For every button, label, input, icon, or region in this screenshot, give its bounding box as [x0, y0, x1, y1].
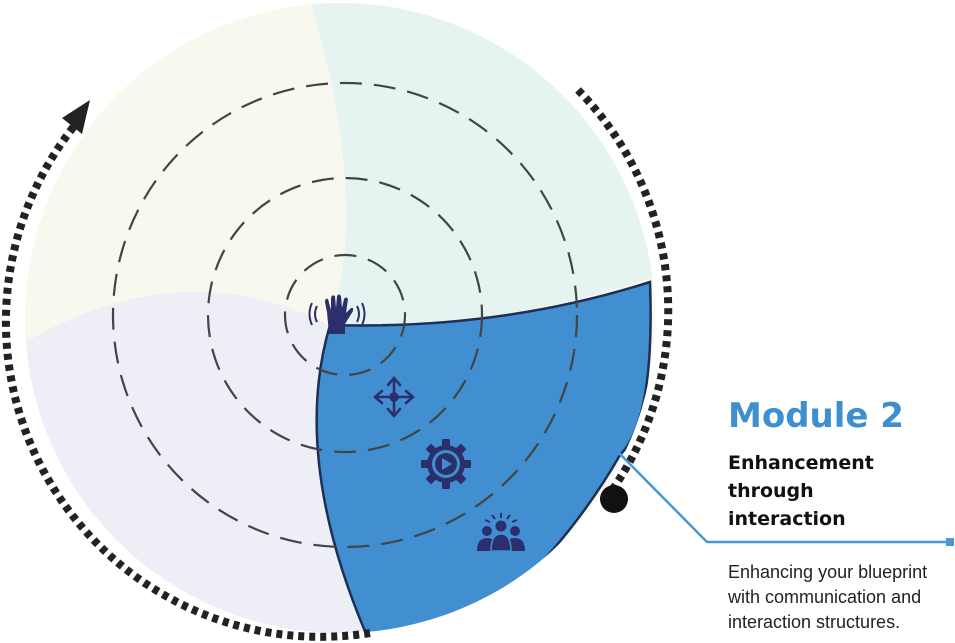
dashed-rings: [111, 81, 579, 549]
move-arrows-icon: [373, 376, 415, 418]
connector-line: [617, 451, 950, 544]
segment-top-right: [310, 3, 655, 326]
progress-arc-left: [1, 122, 371, 641]
module-description-line: interaction structures.: [728, 612, 901, 632]
segments-group: [25, 3, 655, 643]
module-subtitle-line: through: [728, 480, 814, 502]
module-subtitle-line: interaction: [728, 508, 846, 530]
dashed-ring-outer: [111, 81, 579, 549]
group-people-icon: [477, 513, 525, 552]
module-description: Enhancing your blueprint with communicat…: [728, 560, 954, 635]
connector-end-cap: [946, 538, 954, 546]
module-subtitle: Enhancement through interaction: [728, 449, 874, 533]
module-subtitle-line: Enhancement: [728, 452, 874, 474]
dashed-ring-inner: [283, 253, 407, 377]
progress-marker-dot[interactable]: [600, 485, 628, 513]
segment-left: [25, 291, 370, 633]
segment-active[interactable]: [315, 280, 652, 643]
module-description-line: Enhancing your blueprint: [728, 562, 928, 582]
progress-arrowhead-icon: [62, 100, 90, 134]
wave-hand-icon: [308, 294, 366, 334]
dashed-ring-middle: [206, 176, 484, 454]
progress-arc-right: [575, 87, 673, 503]
module-title: Module 2: [728, 396, 904, 436]
module-description-line: with communication and: [728, 587, 922, 607]
gear-play-icon: [421, 439, 471, 489]
